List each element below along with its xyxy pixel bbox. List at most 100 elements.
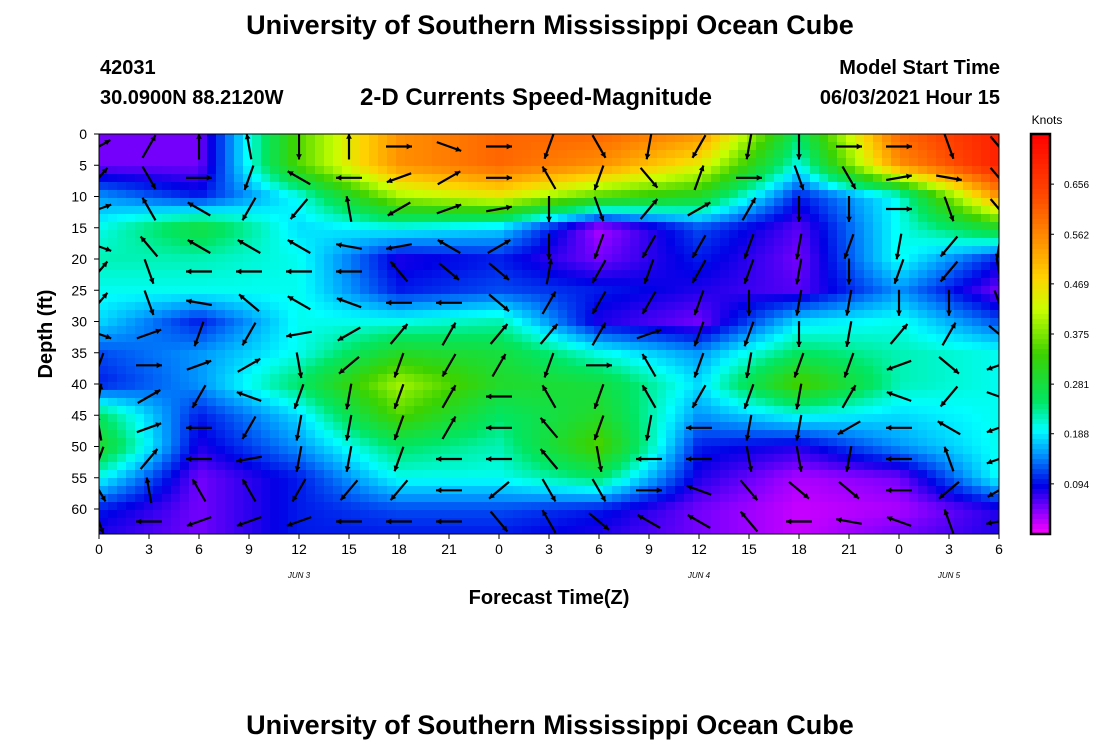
- heatmap-cell: [432, 230, 442, 239]
- heatmap-cell: [189, 334, 199, 343]
- heatmap-cell: [342, 350, 352, 359]
- heatmap-cell: [666, 166, 676, 175]
- heatmap-cell: [351, 190, 361, 199]
- heatmap-cell: [414, 510, 424, 519]
- heatmap-cell: [846, 206, 856, 215]
- heatmap-cell: [900, 270, 910, 279]
- heatmap-cell: [432, 174, 442, 183]
- heatmap-cell: [270, 206, 280, 215]
- heatmap-cell: [639, 206, 649, 215]
- heatmap-cell: [459, 270, 469, 279]
- heatmap-cell: [468, 518, 478, 527]
- heatmap-cell: [558, 446, 568, 455]
- heatmap-cell: [306, 318, 316, 327]
- heatmap-cell: [612, 158, 622, 167]
- heatmap-cell: [729, 414, 739, 423]
- heatmap-cell: [585, 454, 595, 463]
- heatmap-cell: [117, 518, 127, 527]
- heatmap-cell: [495, 294, 505, 303]
- heatmap-cell: [234, 222, 244, 231]
- heatmap-cell: [252, 414, 262, 423]
- heatmap-cell: [522, 502, 532, 511]
- heatmap-cell: [972, 262, 982, 271]
- heatmap-cell: [144, 350, 154, 359]
- heatmap-cell: [162, 262, 172, 271]
- heatmap-cell: [675, 238, 685, 247]
- heatmap-cell: [909, 478, 919, 487]
- heatmap-cell: [954, 222, 964, 231]
- heatmap-cell: [612, 190, 622, 199]
- heatmap-cell: [324, 350, 334, 359]
- heatmap-cell: [603, 398, 613, 407]
- heatmap-cell: [351, 390, 361, 399]
- heatmap-cell: [594, 430, 604, 439]
- heatmap-cell: [612, 294, 622, 303]
- heatmap-cell: [621, 414, 631, 423]
- heatmap-cell: [585, 406, 595, 415]
- heatmap-cell: [225, 414, 235, 423]
- heatmap-cell: [459, 238, 469, 247]
- heatmap-cell: [216, 230, 226, 239]
- heatmap-cell: [279, 414, 289, 423]
- heatmap-cell: [423, 366, 433, 375]
- heatmap-cell: [567, 302, 577, 311]
- heatmap-cell: [954, 190, 964, 199]
- heatmap-cell: [252, 422, 262, 431]
- heatmap-cell: [153, 190, 163, 199]
- heatmap-cell: [720, 286, 730, 295]
- heatmap-cell: [504, 510, 514, 519]
- heatmap-cell: [279, 390, 289, 399]
- heatmap-cell: [783, 342, 793, 351]
- heatmap-cell: [927, 406, 937, 415]
- heatmap-cell: [918, 206, 928, 215]
- heatmap-cell: [729, 182, 739, 191]
- heatmap-cell: [486, 262, 496, 271]
- heatmap-cell: [972, 190, 982, 199]
- heatmap-cell: [243, 414, 253, 423]
- heatmap-cell: [900, 246, 910, 255]
- heatmap-cell: [756, 502, 766, 511]
- heatmap-cell: [387, 294, 397, 303]
- heatmap-cell: [747, 182, 757, 191]
- heatmap-cell: [279, 190, 289, 199]
- heatmap-cell: [549, 342, 559, 351]
- heatmap-cell: [729, 198, 739, 207]
- heatmap-cell: [963, 222, 973, 231]
- heatmap-cell: [342, 526, 352, 534]
- heatmap-cell: [927, 366, 937, 375]
- heatmap-cell: [909, 278, 919, 287]
- heatmap-cell: [621, 486, 631, 495]
- heatmap-cell: [288, 518, 298, 527]
- heatmap-cell: [981, 390, 991, 399]
- heatmap-cell: [603, 318, 613, 327]
- heatmap-cell: [234, 318, 244, 327]
- heatmap-cell: [621, 254, 631, 263]
- heatmap-cell: [477, 350, 487, 359]
- heatmap-cell: [918, 478, 928, 487]
- heatmap-cell: [621, 190, 631, 199]
- heatmap-cell: [918, 398, 928, 407]
- heatmap-cell: [918, 526, 928, 534]
- heatmap-cell: [396, 526, 406, 534]
- heatmap-cell: [468, 134, 478, 143]
- heatmap-cell: [900, 174, 910, 183]
- heatmap-cell: [324, 526, 334, 534]
- heatmap-cell: [864, 182, 874, 191]
- heatmap-cell: [423, 174, 433, 183]
- heatmap-cell: [828, 294, 838, 303]
- heatmap-cell: [657, 246, 667, 255]
- heatmap-cell: [297, 366, 307, 375]
- heatmap-cell: [783, 318, 793, 327]
- heatmap-cell: [927, 166, 937, 175]
- heatmap-cell: [504, 334, 514, 343]
- heatmap-cell: [423, 294, 433, 303]
- heatmap-cell: [441, 382, 451, 391]
- heatmap-cell: [450, 310, 460, 319]
- heatmap-cell: [855, 518, 865, 527]
- heatmap-cell: [594, 494, 604, 503]
- heatmap-cell: [864, 326, 874, 335]
- heatmap-cell: [837, 430, 847, 439]
- heatmap-cell: [657, 414, 667, 423]
- heatmap-cell: [531, 486, 541, 495]
- heatmap-cell: [927, 342, 937, 351]
